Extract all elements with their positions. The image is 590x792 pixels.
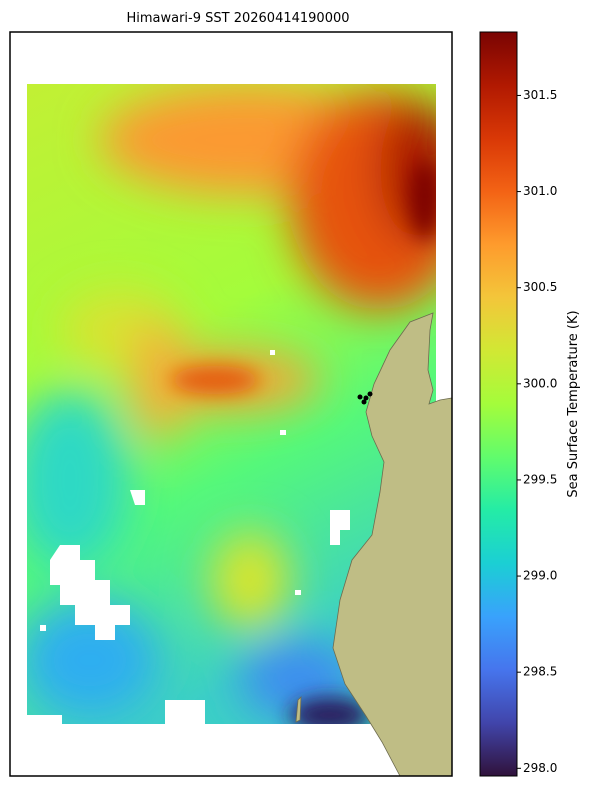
colorbar-label: Sea Surface Temperature (K)	[566, 310, 581, 497]
map-frame	[9, 31, 453, 777]
colorbar-tick-label: 301.5	[523, 88, 557, 102]
title: Himawari-9 SST 20260414190000	[126, 11, 349, 26]
land	[332, 312, 453, 777]
colorbar-tick-label: 299.0	[523, 569, 557, 583]
sst-field	[27, 84, 436, 724]
colorbar-tick-label: 300.0	[523, 376, 557, 390]
colorbar-tick-label: 298.0	[523, 761, 557, 775]
colorbar-tick-label: 298.5	[523, 665, 557, 679]
station-markers	[357, 391, 373, 405]
colorbar-tick-label: 301.0	[523, 184, 557, 198]
island	[295, 695, 302, 723]
colorbar-fill	[479, 31, 518, 777]
colorbar: 298.0 298.5 299.0 299.5 300.0 300.5 301.0 301.5	[479, 31, 557, 777]
colorbar-tick-label: 300.5	[523, 280, 557, 294]
colorbar-tick-label: 299.5	[523, 472, 557, 486]
